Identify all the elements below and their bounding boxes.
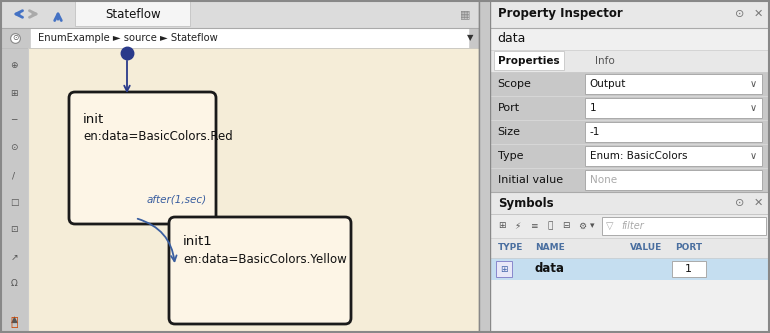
Text: ⚙: ⚙ <box>578 221 586 230</box>
Text: ⊙: ⊙ <box>12 34 18 43</box>
Text: Stateflow: Stateflow <box>105 8 161 21</box>
Text: Enum: BasicColors: Enum: BasicColors <box>590 151 687 161</box>
Text: Initial value: Initial value <box>497 175 563 185</box>
Text: EnumExample ► source ► Stateflow: EnumExample ► source ► Stateflow <box>38 33 218 43</box>
FancyBboxPatch shape <box>0 0 479 28</box>
Text: filter: filter <box>621 221 644 231</box>
Text: ∨: ∨ <box>750 151 757 161</box>
Text: ≡: ≡ <box>530 221 537 230</box>
Text: en:data=BasicColors.Yellow: en:data=BasicColors.Yellow <box>183 253 346 266</box>
FancyBboxPatch shape <box>584 74 762 94</box>
FancyBboxPatch shape <box>169 217 351 324</box>
Text: ▲: ▲ <box>11 314 18 323</box>
FancyBboxPatch shape <box>584 170 762 190</box>
Text: 1: 1 <box>590 103 596 113</box>
Text: TYPE: TYPE <box>497 243 523 252</box>
Text: ⊙: ⊙ <box>10 144 18 153</box>
Text: Type: Type <box>497 151 524 161</box>
FancyArrowPatch shape <box>138 219 176 261</box>
Text: NAME: NAME <box>534 243 564 252</box>
Text: ↗: ↗ <box>10 252 18 261</box>
Text: ∨: ∨ <box>750 79 757 89</box>
FancyBboxPatch shape <box>490 50 770 72</box>
Text: ✕: ✕ <box>753 9 763 19</box>
Text: 1: 1 <box>685 264 692 274</box>
Text: init: init <box>83 113 104 126</box>
Text: data: data <box>534 262 564 275</box>
FancyBboxPatch shape <box>490 258 770 280</box>
Text: 🔧: 🔧 <box>547 221 552 230</box>
FancyBboxPatch shape <box>75 0 190 26</box>
Text: PORT: PORT <box>675 243 701 252</box>
Text: Info: Info <box>595 56 614 66</box>
Text: ✕: ✕ <box>753 198 763 208</box>
Text: ⚡: ⚡ <box>514 221 521 230</box>
Text: init1: init1 <box>183 235 213 248</box>
Text: ⊙: ⊙ <box>735 198 745 208</box>
Text: Output: Output <box>590 79 626 89</box>
Text: Ω: Ω <box>11 279 18 288</box>
Text: Properties: Properties <box>498 56 560 66</box>
Text: ⊟: ⊟ <box>562 221 570 230</box>
Text: ▽: ▽ <box>606 221 614 231</box>
Text: ⊞: ⊞ <box>500 264 507 273</box>
FancyBboxPatch shape <box>584 122 762 142</box>
Text: Port: Port <box>497 103 520 113</box>
FancyBboxPatch shape <box>584 98 762 118</box>
FancyBboxPatch shape <box>490 0 770 28</box>
FancyBboxPatch shape <box>494 51 564 70</box>
Text: ▾: ▾ <box>590 221 594 230</box>
FancyBboxPatch shape <box>671 261 706 277</box>
FancyBboxPatch shape <box>496 261 512 277</box>
FancyBboxPatch shape <box>490 214 770 238</box>
Text: -1: -1 <box>590 127 600 137</box>
FancyBboxPatch shape <box>490 28 770 50</box>
Text: ⊞: ⊞ <box>10 89 18 98</box>
Text: ▦: ▦ <box>460 9 471 19</box>
FancyBboxPatch shape <box>490 238 770 258</box>
Text: ─: ─ <box>12 116 17 125</box>
FancyBboxPatch shape <box>30 28 469 48</box>
Text: after(1,sec): after(1,sec) <box>147 195 207 205</box>
Text: VALUE: VALUE <box>630 243 662 252</box>
Text: en:data=BasicColors.Red: en:data=BasicColors.Red <box>83 130 233 143</box>
Text: /: / <box>12 171 15 180</box>
Text: Property Inspector: Property Inspector <box>497 8 622 21</box>
FancyBboxPatch shape <box>490 280 770 333</box>
Text: Size: Size <box>497 127 521 137</box>
Text: Scope: Scope <box>497 79 531 89</box>
Text: ∨: ∨ <box>750 103 757 113</box>
Text: 🔺: 🔺 <box>10 316 18 329</box>
Text: data: data <box>497 33 526 46</box>
Text: ⊞: ⊞ <box>498 221 505 230</box>
Text: ⊕: ⊕ <box>10 62 18 71</box>
FancyBboxPatch shape <box>28 48 479 333</box>
FancyBboxPatch shape <box>601 217 766 235</box>
FancyBboxPatch shape <box>69 92 216 224</box>
Text: □: □ <box>10 198 18 207</box>
Text: None: None <box>590 175 617 185</box>
Text: ▼: ▼ <box>467 34 474 43</box>
Text: Symbols: Symbols <box>497 196 554 209</box>
Text: ⊙: ⊙ <box>735 9 745 19</box>
FancyBboxPatch shape <box>490 192 770 214</box>
FancyBboxPatch shape <box>584 146 762 166</box>
Text: ⊡: ⊡ <box>10 225 18 234</box>
